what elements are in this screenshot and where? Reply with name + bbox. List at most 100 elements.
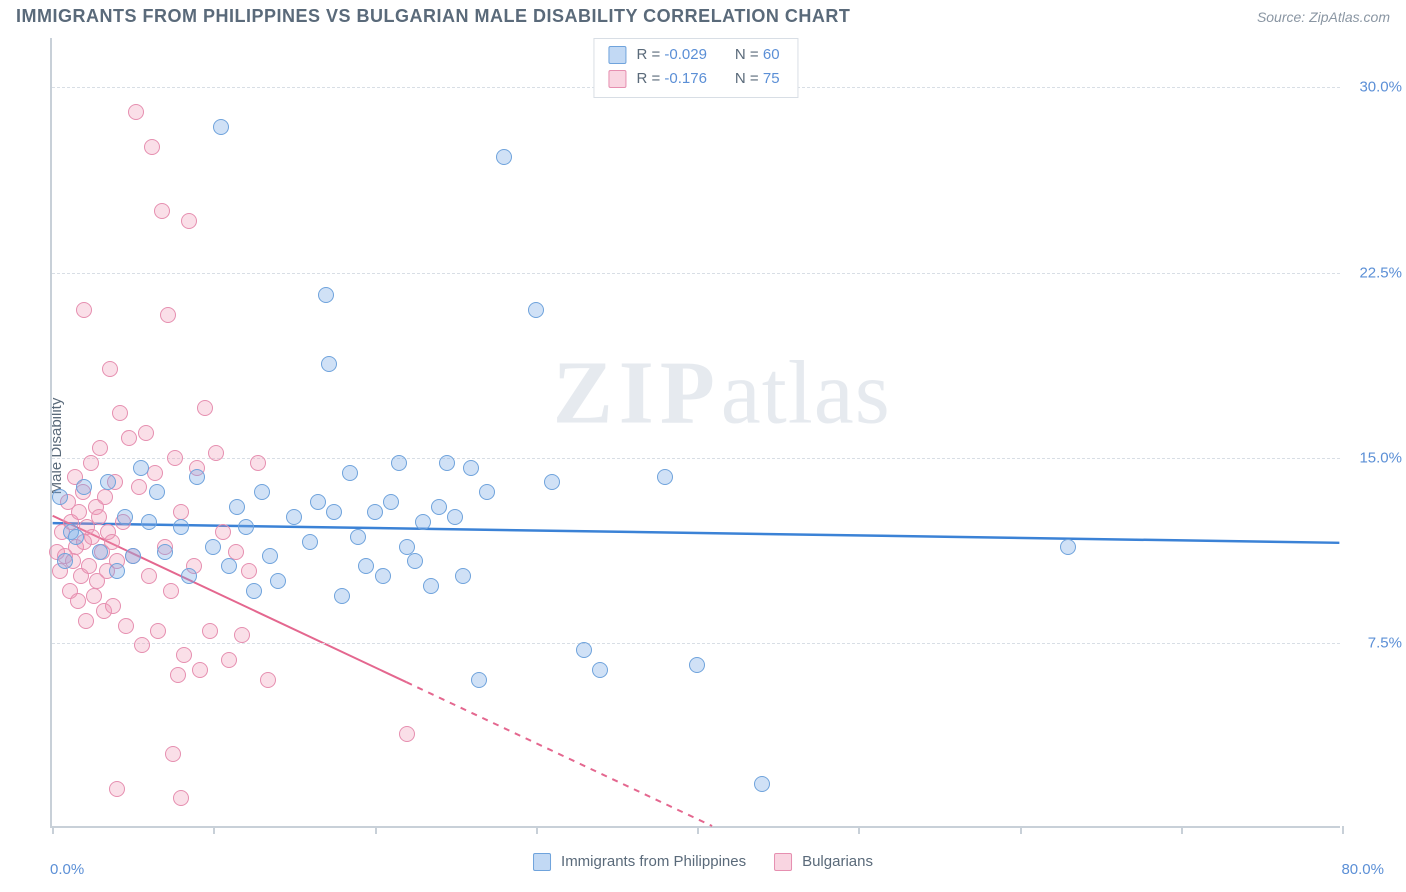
data-point bbox=[213, 119, 229, 135]
data-point bbox=[57, 553, 73, 569]
data-point bbox=[463, 460, 479, 476]
data-point bbox=[260, 672, 276, 688]
data-point bbox=[423, 578, 439, 594]
data-point bbox=[52, 489, 68, 505]
data-point bbox=[76, 302, 92, 318]
data-point bbox=[154, 203, 170, 219]
x-tick bbox=[213, 826, 215, 834]
data-point bbox=[141, 514, 157, 530]
data-point bbox=[391, 455, 407, 471]
data-point bbox=[133, 460, 149, 476]
data-point bbox=[321, 356, 337, 372]
data-point bbox=[358, 558, 374, 574]
x-tick bbox=[1020, 826, 1022, 834]
data-point bbox=[202, 623, 218, 639]
legend-item-pink: Bulgarians bbox=[774, 850, 873, 874]
data-point bbox=[181, 213, 197, 229]
data-point bbox=[318, 287, 334, 303]
data-point bbox=[131, 479, 147, 495]
data-point bbox=[310, 494, 326, 510]
data-point bbox=[150, 623, 166, 639]
data-point bbox=[205, 539, 221, 555]
data-point bbox=[81, 558, 97, 574]
data-point bbox=[342, 465, 358, 481]
data-point bbox=[141, 568, 157, 584]
data-point bbox=[447, 509, 463, 525]
legend-label-pink: Bulgarians bbox=[802, 850, 873, 874]
data-point bbox=[144, 139, 160, 155]
trend-lines bbox=[52, 38, 1340, 826]
data-point bbox=[109, 563, 125, 579]
data-point bbox=[86, 588, 102, 604]
data-point bbox=[228, 544, 244, 560]
data-point bbox=[91, 509, 107, 525]
data-point bbox=[407, 553, 423, 569]
data-point bbox=[138, 425, 154, 441]
data-point bbox=[479, 484, 495, 500]
data-point bbox=[102, 361, 118, 377]
data-point bbox=[165, 746, 181, 762]
x-axis-max-label: 80.0% bbox=[1341, 861, 1384, 878]
data-point bbox=[229, 499, 245, 515]
data-point bbox=[105, 598, 121, 614]
data-point bbox=[528, 302, 544, 318]
swatch-blue bbox=[608, 46, 626, 64]
data-point bbox=[254, 484, 270, 500]
scatter-chart: R = -0.029 N = 60 R = -0.176 N = 75 ZIPa… bbox=[50, 38, 1340, 828]
data-point bbox=[134, 637, 150, 653]
data-point bbox=[215, 524, 231, 540]
data-point bbox=[576, 642, 592, 658]
x-tick bbox=[1342, 826, 1344, 834]
data-point bbox=[415, 514, 431, 530]
data-point bbox=[173, 504, 189, 520]
legend-item-blue: Immigrants from Philippines bbox=[533, 850, 746, 874]
swatch-blue bbox=[533, 853, 551, 871]
data-point bbox=[76, 479, 92, 495]
data-point bbox=[657, 469, 673, 485]
legend-label-blue: Immigrants from Philippines bbox=[561, 850, 746, 874]
data-point bbox=[286, 509, 302, 525]
legend-row-blue: R = -0.029 N = 60 bbox=[608, 43, 779, 67]
data-point bbox=[125, 548, 141, 564]
data-point bbox=[399, 539, 415, 555]
data-point bbox=[234, 627, 250, 643]
data-point bbox=[455, 568, 471, 584]
y-tick-label: 22.5% bbox=[1359, 264, 1402, 281]
data-point bbox=[149, 484, 165, 500]
series-legend: Immigrants from Philippines Bulgarians bbox=[533, 850, 873, 874]
chart-title: IMMIGRANTS FROM PHILIPPINES VS BULGARIAN… bbox=[16, 6, 850, 27]
x-tick bbox=[375, 826, 377, 834]
x-tick bbox=[1181, 826, 1183, 834]
data-point bbox=[689, 657, 705, 673]
data-point bbox=[118, 618, 134, 634]
data-point bbox=[399, 726, 415, 742]
data-point bbox=[221, 558, 237, 574]
data-point bbox=[181, 568, 197, 584]
data-point bbox=[163, 583, 179, 599]
data-point bbox=[176, 647, 192, 663]
data-point bbox=[173, 790, 189, 806]
data-point bbox=[109, 781, 125, 797]
data-point bbox=[496, 149, 512, 165]
data-point bbox=[439, 455, 455, 471]
y-tick-label: 30.0% bbox=[1359, 79, 1402, 96]
x-tick bbox=[858, 826, 860, 834]
data-point bbox=[128, 104, 144, 120]
data-point bbox=[121, 430, 137, 446]
data-point bbox=[1060, 539, 1076, 555]
data-point bbox=[221, 652, 237, 668]
data-point bbox=[754, 776, 770, 792]
x-tick bbox=[52, 826, 54, 834]
data-point bbox=[97, 489, 113, 505]
gridline bbox=[52, 458, 1340, 459]
data-point bbox=[70, 593, 86, 609]
data-point bbox=[250, 455, 266, 471]
swatch-pink bbox=[774, 853, 792, 871]
y-tick-label: 7.5% bbox=[1368, 634, 1402, 651]
swatch-pink bbox=[608, 70, 626, 88]
data-point bbox=[112, 405, 128, 421]
data-point bbox=[208, 445, 224, 461]
data-point bbox=[92, 544, 108, 560]
source-attribution: Source: ZipAtlas.com bbox=[1257, 9, 1390, 25]
gridline bbox=[52, 643, 1340, 644]
